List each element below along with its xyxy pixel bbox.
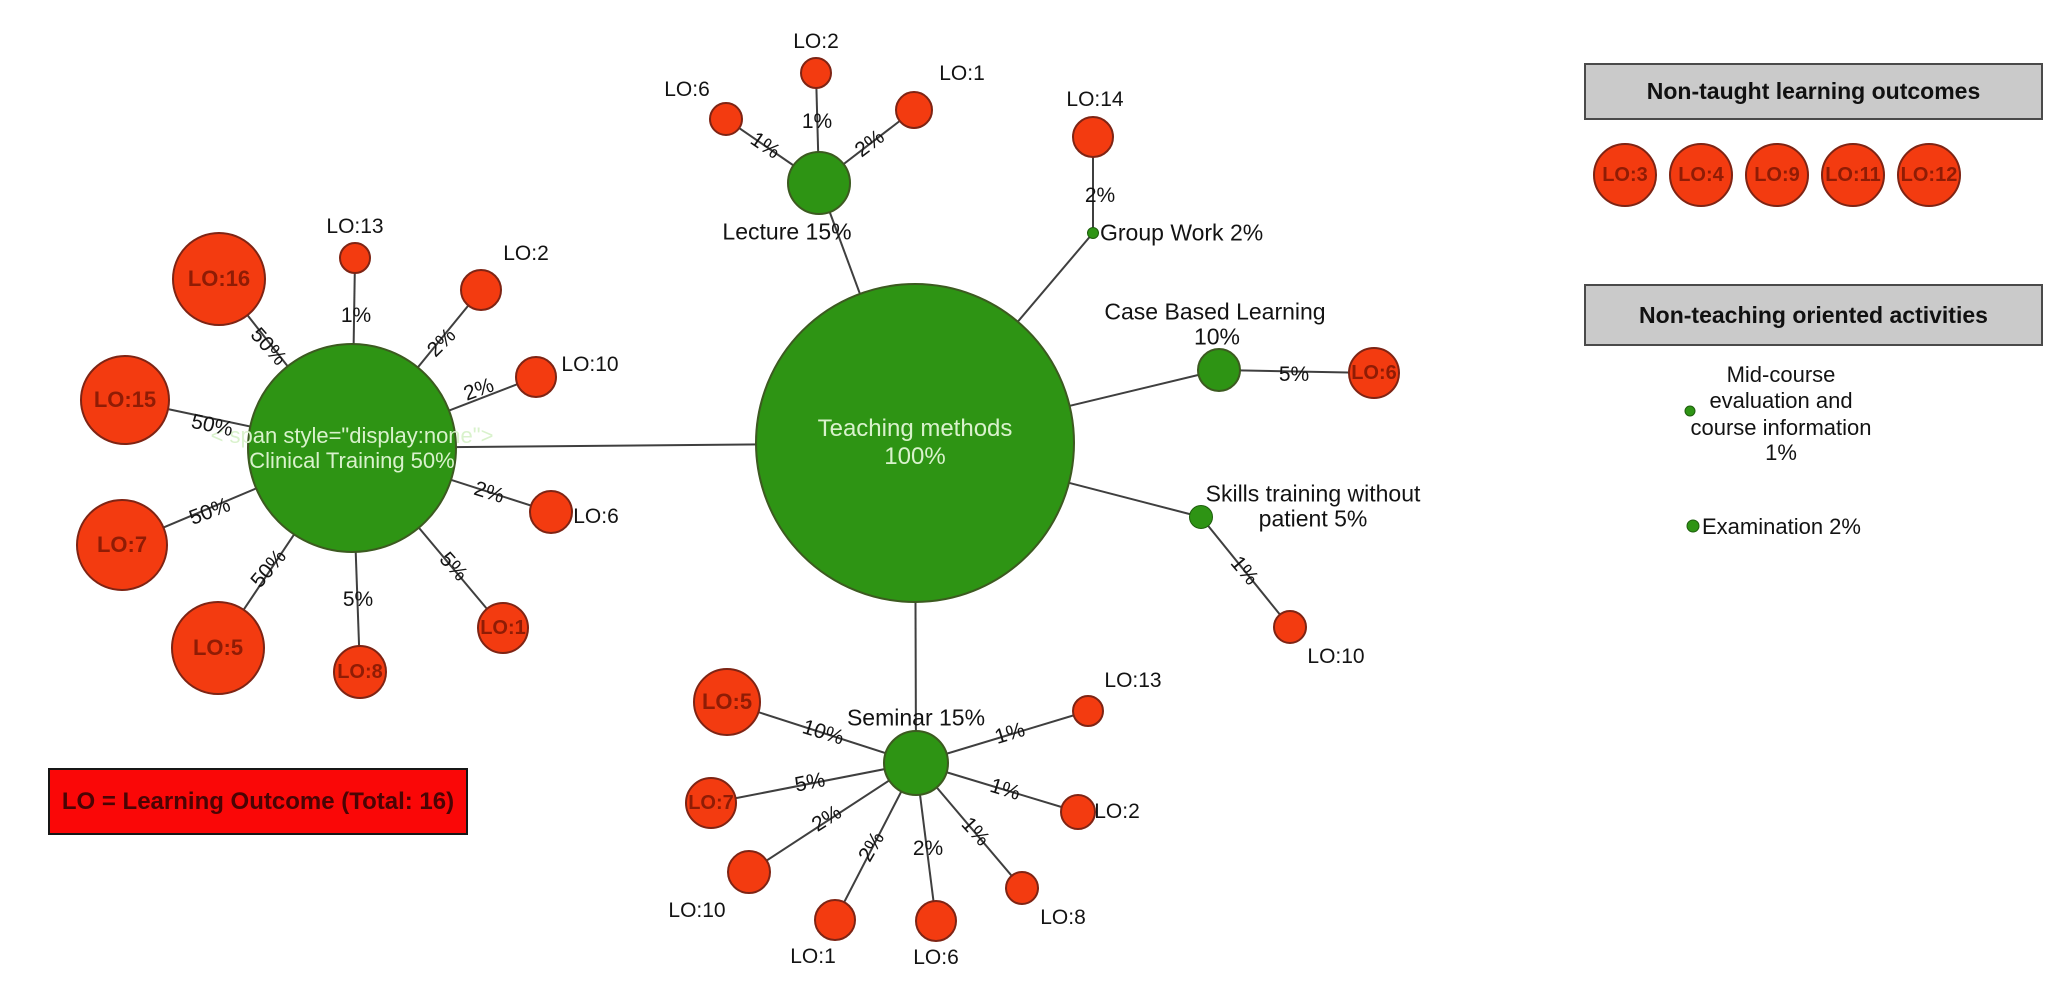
seminar-lo13-node: [1072, 695, 1104, 727]
clinical-lo10-node: [515, 356, 557, 398]
clinical-lo8-node: LO:8: [333, 645, 387, 699]
casebased-lo6-pct: 5%: [1278, 363, 1310, 386]
seminar-lo10-label: LO:10: [668, 899, 726, 922]
seminar-lo2-node: [1060, 794, 1096, 830]
clinical-lo7-node: LO:7: [76, 499, 168, 591]
group-work-node: [1087, 227, 1099, 239]
lecture-lo2-node: [800, 57, 832, 89]
clinical-training-node: < span style="display:none"> Clinical Tra…: [211, 343, 493, 553]
clinical-lo1-node: LO:1: [477, 602, 529, 654]
clinical-lo13-node: [339, 242, 371, 274]
edge-seminar-lo7: [710, 762, 917, 804]
lecture-lo2-label: LO:2: [793, 30, 839, 53]
panel-lo3-node: LO:3: [1593, 143, 1657, 207]
mid-course-line1: Mid-course: [1726, 362, 1836, 387]
mid-course-line2: evaluation and: [1709, 388, 1853, 413]
seminar-lo2-label: LO:2: [1094, 800, 1140, 823]
edge-skills-lo10: [1200, 516, 1291, 628]
clinical-training-label: Clinical Training 50%: [249, 448, 455, 473]
case-based-learning-pct: 10%: [1193, 323, 1241, 350]
groupwork-lo14-label: LO:14: [1066, 88, 1124, 111]
teaching-methods-node: Teaching methods 100%: [755, 283, 1075, 603]
skills-training-node: [1189, 505, 1213, 529]
seminar-lo13-label: LO:13: [1104, 669, 1162, 692]
non-teaching-title: Non-teaching oriented activities: [1639, 301, 1988, 328]
panel-lo9-node: LO:9: [1745, 143, 1809, 207]
seminar-lo6-pct: 2%: [912, 837, 944, 860]
clinical-lo2-node: [460, 269, 502, 311]
lecture-lo1-label: LO:1: [939, 62, 985, 85]
clinical-lo16-node: LO:16: [172, 232, 266, 326]
panel-lo12-node: LO:12: [1897, 143, 1961, 207]
teaching-methods-pct: 100%: [884, 443, 946, 470]
lecture-lo2-pct: 1%: [801, 110, 833, 133]
skills-lo10-node: [1273, 610, 1307, 644]
panel-lo4-node: LO:4: [1669, 143, 1733, 207]
case-based-learning-node: [1197, 348, 1241, 392]
mid-course-dot: [1684, 405, 1696, 417]
clinical-lo6-label: LO:6: [573, 505, 619, 528]
panel-lo11-node: LO:11: [1821, 143, 1885, 207]
clinical-lo8-pct: 5%: [342, 588, 374, 611]
lecture-node: [787, 151, 851, 215]
case-based-learning-title: Case Based Learning: [1104, 298, 1326, 325]
seminar-lo5-node: LO:5: [693, 668, 761, 736]
non-taught-title: Non-taught learning outcomes: [1646, 78, 1981, 104]
groupwork-lo14-pct: 2%: [1084, 184, 1116, 207]
skills-lo10-label: LO:10: [1307, 645, 1365, 668]
lecture-label: Lecture 15%: [722, 218, 852, 245]
groupwork-lo14-node: [1072, 116, 1114, 158]
clinical-lo5-node: LO:5: [171, 601, 265, 695]
clinical-lo6-node: [529, 490, 573, 534]
seminar-lo1-label: LO:1: [790, 945, 836, 968]
legend-label: LO = Learning Outcome (Total: 16): [61, 787, 455, 815]
clinical-lo13-label: LO:13: [326, 215, 384, 238]
mid-course-line4: 1%: [1765, 440, 1797, 465]
mid-course-line3: course information: [1690, 415, 1872, 440]
seminar-lo7-node: LO:7: [685, 777, 737, 829]
examination-dot: [1686, 519, 1700, 533]
seminar-lo8-node: [1005, 871, 1039, 905]
seminar-lo10-node: [727, 850, 771, 894]
non-teaching-header: Non-teaching oriented activities: [1584, 284, 2043, 346]
clinical-lo15-node: LO:15: [80, 355, 170, 445]
clinical-lo2-label: LO:2: [503, 242, 549, 265]
seminar-lo8-label: LO:8: [1040, 906, 1086, 929]
clinical-lo13-pct: 1%: [340, 304, 372, 327]
non-taught-header: Non-taught learning outcomes: [1584, 63, 2043, 120]
lecture-lo6-node: [709, 102, 743, 136]
clinical-lo10-label: LO:10: [561, 353, 619, 376]
seminar-node: [883, 730, 949, 796]
group-work-label: Group Work 2%: [1100, 219, 1264, 246]
seminar-label: Seminar 15%: [846, 704, 986, 731]
examination-label: Examination 2%: [1702, 514, 1861, 539]
skills-training-title-line2: patient 5%: [1258, 505, 1368, 532]
seminar-lo6-label: LO:6: [913, 946, 959, 969]
seminar-lo1-node: [814, 899, 856, 941]
lecture-lo6-label: LO:6: [664, 78, 710, 101]
teaching-methods-label: Teaching methods: [817, 415, 1013, 443]
legend-box: LO = Learning Outcome (Total: 16): [48, 768, 468, 835]
skills-training-title-line1: Skills training without: [1205, 480, 1421, 507]
seminar-lo6-node: [915, 900, 957, 942]
lecture-lo1-node: [895, 91, 933, 129]
casebased-lo6-node: LO:6: [1348, 347, 1400, 399]
